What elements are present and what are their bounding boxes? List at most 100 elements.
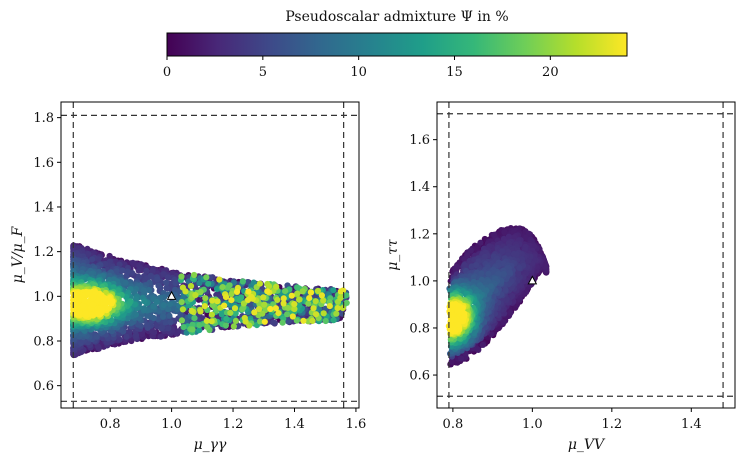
- scatter-point: [159, 323, 166, 331]
- scatter-point: [109, 298, 116, 305]
- scatter-point: [507, 309, 514, 316]
- scatter-point: [122, 279, 129, 286]
- scatter-point: [473, 262, 480, 269]
- x-tick-label: 0.8: [100, 417, 121, 432]
- scatter-point: [219, 284, 226, 291]
- scatter-point: [167, 319, 174, 326]
- scatter-point: [267, 305, 274, 313]
- scatter-point: [261, 318, 268, 325]
- scatter-point: [202, 295, 209, 302]
- scatter-point: [216, 276, 223, 283]
- scatter-point: [337, 294, 344, 302]
- scatter-point: [322, 317, 329, 325]
- scatter-point: [275, 310, 282, 317]
- scatter-point: [294, 290, 301, 297]
- scatter-point: [160, 302, 167, 309]
- left-axis-ticks: 0.8 1.0 1.2 1.4 1.60.60.81.01.21.41.61.8: [33, 111, 366, 432]
- scatter-point: [333, 310, 340, 317]
- scatter-point: [196, 280, 203, 287]
- scatter-point: [228, 297, 235, 304]
- scatter-point: [178, 317, 185, 324]
- scatter-point: [179, 306, 186, 313]
- scatter-point: [148, 327, 156, 334]
- scatter-point: [203, 317, 210, 324]
- scatter-point: [145, 286, 153, 294]
- scatter-point: [280, 300, 287, 307]
- scatter-point: [123, 333, 130, 340]
- right-panel: 0.8 1.0 1.2 1.40.60.81.01.21.41.6 μ_VV μ_ττ: [385, 101, 736, 453]
- left-sm-marker: [166, 290, 177, 300]
- scatter-point: [495, 270, 502, 278]
- scatter-point: [505, 233, 512, 240]
- scatter-point: [197, 308, 204, 315]
- scatter-point: [164, 274, 171, 281]
- scatter-point: [197, 288, 204, 296]
- scatter-point: [291, 301, 298, 308]
- scatter-point: [155, 282, 162, 289]
- scatter-point: [89, 256, 96, 263]
- scatter-point: [330, 317, 337, 324]
- y-tick-label: 0.6: [33, 379, 54, 394]
- scatter-point: [116, 336, 123, 343]
- x-tick-label: 1.0: [161, 417, 182, 432]
- scatter-point: [461, 262, 468, 269]
- scatter-point: [516, 264, 523, 271]
- y-tick-label: 1.6: [33, 156, 54, 171]
- scatter-point: [274, 296, 281, 303]
- scatter-point: [82, 310, 89, 317]
- scatter-point: [189, 326, 196, 333]
- scatter-point: [454, 263, 461, 271]
- sm-point-marker: [166, 290, 177, 300]
- scatter-point: [187, 283, 195, 290]
- scatter-point: [222, 322, 229, 329]
- scatter-point: [305, 300, 312, 307]
- scatter-point: [144, 312, 151, 319]
- scatter-point: [245, 296, 252, 303]
- colorbar-title: Pseudoscalar admixture Ψ in %: [285, 9, 508, 25]
- scatter-point: [500, 270, 507, 278]
- scatter-point: [239, 278, 246, 285]
- scatter-point: [246, 322, 253, 329]
- colorbar-tick-label: 15: [446, 65, 463, 80]
- scatter-point: [510, 250, 518, 258]
- scatter-point: [244, 279, 251, 286]
- scatter-point: [339, 305, 346, 312]
- scatter-point: [279, 319, 286, 326]
- scatter-point: [231, 305, 239, 312]
- scatter-point: [192, 292, 199, 299]
- scatter-point: [141, 298, 148, 305]
- scatter-point: [475, 346, 482, 353]
- scatter-point: [129, 259, 136, 266]
- scatter-point: [334, 305, 341, 312]
- scatter-point: [150, 303, 157, 310]
- scatter-point: [309, 317, 316, 324]
- scatter-point: [280, 295, 287, 302]
- scatter-point: [240, 300, 247, 307]
- scatter-point: [272, 305, 279, 312]
- colorbar: Pseudoscalar admixture Ψ in % 0 5 10 15 20: [163, 9, 628, 80]
- scatter-point: [209, 301, 216, 309]
- scatter-point: [157, 333, 164, 340]
- scatter-point: [166, 301, 173, 308]
- scatter-point: [81, 297, 88, 304]
- scatter-point: [299, 288, 306, 295]
- scatter-point: [92, 289, 99, 296]
- y-tick-label: 1.0: [33, 290, 54, 305]
- scatter-point: [289, 313, 296, 320]
- scatter-point: [102, 299, 109, 306]
- colorbar-gradient: [166, 32, 628, 57]
- y-tick-label: 0.8: [33, 334, 54, 349]
- y-tick-label: 1.8: [33, 111, 54, 126]
- scatter-point: [499, 248, 506, 255]
- scatter-point: [457, 355, 465, 362]
- scatter-point: [343, 292, 350, 299]
- scatter-point: [288, 292, 295, 299]
- scatter-point: [250, 279, 257, 286]
- scatter-point: [284, 304, 291, 311]
- scatter-point: [285, 318, 292, 325]
- scatter-point: [70, 306, 77, 313]
- scatter-point: [208, 318, 215, 325]
- scatter-point: [233, 288, 241, 295]
- scatter-point: [330, 287, 337, 294]
- scatter-point: [232, 310, 239, 317]
